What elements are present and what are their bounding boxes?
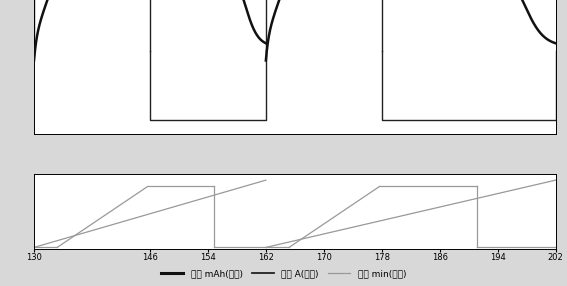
Legend: 电压 mAh(粗线), 电流 A(中线), 时间 min(细线): 电压 mAh(粗线), 电流 A(中线), 时间 min(细线) [157, 265, 410, 281]
